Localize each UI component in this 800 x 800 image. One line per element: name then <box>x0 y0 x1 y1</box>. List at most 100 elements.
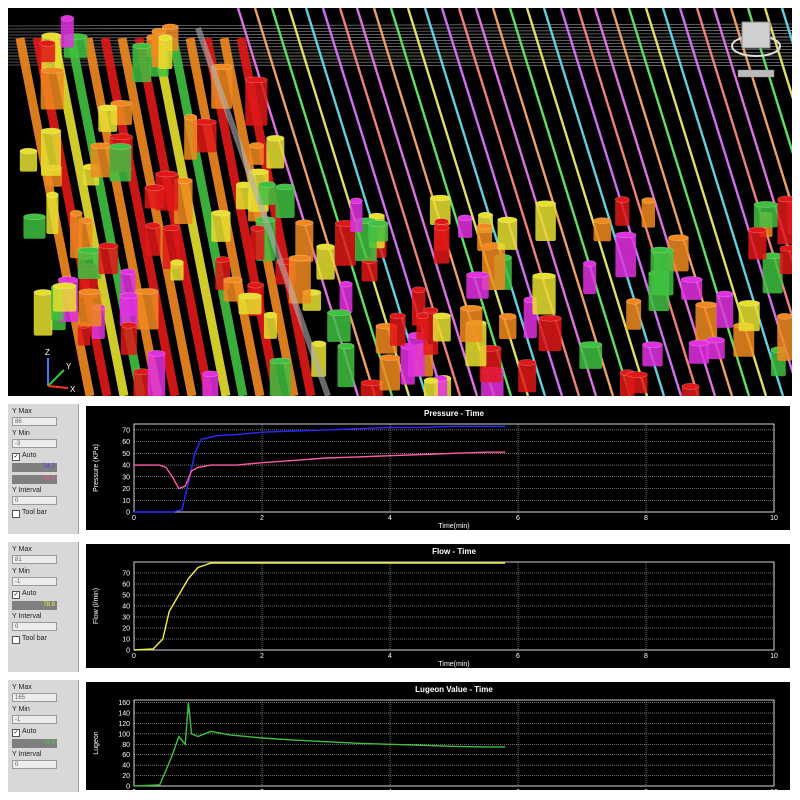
cylinder-cap <box>367 220 389 227</box>
y-interval-input[interactable]: 0 <box>12 496 57 505</box>
y-max-input[interactable]: 86 <box>12 417 57 426</box>
cylinder-cap <box>339 280 353 288</box>
view-button[interactable] <box>737 69 775 78</box>
cylinder-cap <box>579 341 603 348</box>
borehole-line <box>593 8 717 396</box>
cylinder-cap <box>19 147 38 155</box>
y-tick-label: 40 <box>122 463 130 470</box>
y-axis-label: Flow (l/min) <box>93 588 100 624</box>
y-tick-label: 0 <box>126 510 130 517</box>
y-max-label: Y Max <box>12 546 32 553</box>
packer-cylinder <box>52 285 77 312</box>
packer-cylinder <box>466 274 489 299</box>
y-tick-label: 20 <box>122 486 130 493</box>
toolbar-label: Tool bar <box>22 635 47 642</box>
x-tick-label: 10 <box>770 515 778 522</box>
packer-cylinder <box>499 316 517 340</box>
borehole-line <box>270 8 394 396</box>
toolbar-checkbox[interactable] <box>12 510 20 518</box>
cylinder-cap <box>109 133 133 140</box>
packer-cylinder <box>433 227 450 264</box>
y-max-input[interactable]: 81 <box>12 555 57 564</box>
cylinder-cap <box>779 245 792 252</box>
y-min-input[interactable]: -3 <box>12 439 57 448</box>
cylinder-cap <box>748 226 767 234</box>
y-min-input[interactable]: -1 <box>12 715 57 724</box>
y-interval-input[interactable]: 0 <box>12 622 57 631</box>
auto-checkbox[interactable]: ✓ <box>12 591 20 599</box>
cylinder-cap <box>202 370 219 378</box>
packer-cylinder <box>615 234 636 278</box>
packer-cylinder <box>147 353 166 396</box>
borehole-line <box>542 8 666 396</box>
cylinder-cap <box>434 218 449 225</box>
packer-cylinder <box>250 228 265 260</box>
current-value-readout: 51.5 <box>12 475 57 484</box>
y-tick-label: 40 <box>122 604 130 611</box>
x-tick-label: 6 <box>516 515 520 522</box>
packer-cylinder <box>477 226 493 252</box>
packer-cylinder <box>78 291 102 327</box>
packer-cylinder <box>133 371 151 396</box>
toolbar-label: Tool bar <box>22 509 47 516</box>
cylinder-cap <box>162 224 180 232</box>
cylinder-cap <box>432 312 452 319</box>
packer-cylinder <box>497 219 518 250</box>
cylinder-cap <box>147 350 166 357</box>
cylinder-cap <box>316 243 336 251</box>
packer-cylinder <box>535 203 556 242</box>
y-interval-input[interactable]: 0 <box>12 760 57 769</box>
grid-line <box>8 30 792 33</box>
3d-viewport[interactable]: Z Y X <box>8 8 792 396</box>
cylinder-cap <box>416 312 429 319</box>
cylinder-cap <box>535 200 557 207</box>
chart-title: Pressure - Time <box>424 409 484 418</box>
y-min-label: Y Min <box>12 430 30 437</box>
borehole-scene: Z Y X <box>8 8 792 396</box>
y-min-input[interactable]: -1 <box>12 577 57 586</box>
y-max-label: Y Max <box>12 684 32 691</box>
cylinder-cap <box>715 290 734 298</box>
cylinder-cap <box>738 300 761 307</box>
current-value-readout: 74.7 <box>12 463 57 472</box>
borehole-column <box>100 37 180 396</box>
plot-frame <box>133 423 775 513</box>
y-max-input[interactable]: 165 <box>12 693 57 702</box>
y-tick-label: 60 <box>122 439 130 446</box>
x-tick-label: 8 <box>644 653 648 660</box>
packer-cylinder <box>316 246 335 280</box>
cylinder-cap <box>288 254 312 262</box>
cylinder-cap <box>295 219 314 226</box>
packer-cylinder <box>258 184 276 205</box>
cylinder-cap <box>69 209 83 217</box>
cylinder-cap <box>466 271 490 278</box>
x-tick-label: 2 <box>260 653 264 660</box>
packer-cylinder <box>184 117 198 160</box>
axis-z-label: Z <box>45 348 50 357</box>
packer-cylinder <box>339 284 353 314</box>
packer-cylinder <box>145 225 161 256</box>
nav-cube-icon[interactable] <box>731 21 781 57</box>
packer-cylinder <box>695 304 718 344</box>
packer-cylinder <box>120 325 137 355</box>
packer-cylinder <box>615 199 630 226</box>
lugeon-panel: Y Max 165 Y Min -1 ✓ Auto 72.8 Y Interval 0 Lugeo… <box>8 680 792 792</box>
packer-cylinder <box>432 315 451 342</box>
current-value-readout: 72.8 <box>12 739 57 748</box>
cylinder-cap <box>776 313 792 320</box>
auto-checkbox[interactable]: ✓ <box>12 453 20 461</box>
y-tick-label: 20 <box>122 626 130 633</box>
packer-cylinder <box>235 184 252 210</box>
auto-checkbox[interactable]: ✓ <box>12 729 20 737</box>
toolbar-checkbox[interactable] <box>12 636 20 644</box>
cylinder-cap <box>263 311 278 319</box>
cylinder-cap <box>389 312 406 320</box>
cylinder-cap <box>238 292 262 300</box>
cylinder-cap <box>266 134 285 142</box>
packer-cylinder <box>245 79 268 126</box>
y-tick-label: 10 <box>122 498 130 505</box>
packer-cylinder <box>762 255 783 294</box>
plot-frame <box>133 699 775 787</box>
cylinder-cap <box>777 195 792 203</box>
x-tick-label: 0 <box>132 653 136 660</box>
